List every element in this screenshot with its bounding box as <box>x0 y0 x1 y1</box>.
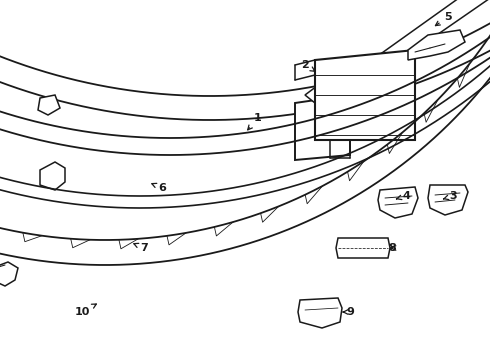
Polygon shape <box>38 95 60 115</box>
Text: 9: 9 <box>343 307 354 317</box>
Polygon shape <box>336 238 390 258</box>
Polygon shape <box>408 30 465 60</box>
Text: 10: 10 <box>74 304 97 317</box>
Polygon shape <box>305 65 365 103</box>
Text: 5: 5 <box>436 12 452 26</box>
Text: 7: 7 <box>134 243 148 253</box>
Polygon shape <box>295 95 350 160</box>
Text: 3: 3 <box>443 191 457 201</box>
Text: 8: 8 <box>388 243 396 253</box>
Polygon shape <box>298 298 342 328</box>
Polygon shape <box>40 162 65 190</box>
Text: 4: 4 <box>396 191 410 201</box>
Text: 2: 2 <box>301 60 315 71</box>
Polygon shape <box>315 50 415 140</box>
Polygon shape <box>378 187 418 218</box>
Text: 1: 1 <box>248 113 262 130</box>
Polygon shape <box>0 262 18 286</box>
Text: 6: 6 <box>152 183 166 193</box>
Polygon shape <box>428 185 468 215</box>
